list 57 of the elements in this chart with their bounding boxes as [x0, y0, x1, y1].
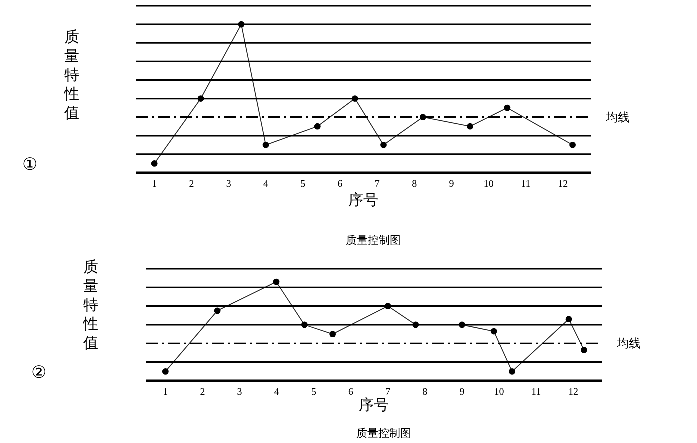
y-axis-title: 质量特性值 — [64, 29, 80, 122]
point — [490, 328, 498, 335]
point — [384, 303, 392, 310]
text: 质量控制图 — [346, 234, 401, 247]
x-tick-label: 11 — [521, 179, 531, 190]
x-tick-label: 3 — [226, 179, 232, 190]
x-tick-label: 2 — [189, 179, 194, 190]
x-tick-label: 9 — [460, 387, 465, 398]
point — [214, 308, 221, 314]
x-tick-label: 7 — [374, 179, 380, 190]
x-tick-label: 8 — [412, 179, 418, 190]
x-tick-label: 3 — [237, 387, 242, 398]
point — [151, 160, 158, 167]
point — [330, 331, 336, 338]
point — [238, 21, 245, 28]
x-tick-label: 4 — [264, 179, 268, 190]
point — [198, 96, 204, 102]
x-tick-label: 12 — [568, 387, 578, 398]
x-tick-label: 8 — [422, 387, 428, 398]
x-axis-title: 序号 — [348, 192, 378, 209]
x-tick-label: 5 — [300, 179, 306, 190]
x-tick-label: 1 — [152, 179, 158, 190]
point — [566, 316, 572, 323]
x-tick-label: 12 — [558, 179, 568, 190]
point — [412, 322, 420, 328]
x-tick-label: 10 — [494, 387, 504, 398]
point — [459, 322, 466, 328]
point — [162, 368, 169, 375]
text: 质量控制图 — [356, 427, 412, 440]
point — [273, 278, 280, 286]
point — [570, 142, 576, 148]
y-axis-title: 质量特性值 — [82, 259, 98, 352]
x-tick-label: 10 — [484, 179, 494, 190]
ref-line-label: 均线 — [616, 336, 641, 351]
point — [467, 123, 474, 130]
x-tick-label: 9 — [449, 179, 454, 190]
x-tick-label: 7 — [386, 387, 391, 398]
x-tick-label: 2 — [200, 387, 206, 398]
point — [301, 322, 308, 328]
point — [581, 347, 588, 354]
ref-line-label: 均线 — [605, 110, 630, 124]
x-tick-label: 1 — [163, 387, 168, 398]
point — [504, 104, 511, 112]
text: ① — [22, 155, 38, 174]
x-tick-label: 4 — [274, 387, 280, 398]
point — [509, 368, 516, 375]
point — [314, 123, 321, 130]
point — [420, 114, 426, 121]
x-axis-title: 序号 — [359, 397, 389, 414]
text: ② — [32, 363, 46, 382]
point — [352, 96, 358, 102]
x-tick-label: 6 — [338, 179, 343, 190]
x-tick-label: 6 — [348, 387, 354, 398]
point — [262, 142, 270, 148]
x-tick-label: 11 — [532, 387, 542, 398]
x-tick-label: 5 — [311, 387, 316, 398]
point — [380, 142, 387, 148]
